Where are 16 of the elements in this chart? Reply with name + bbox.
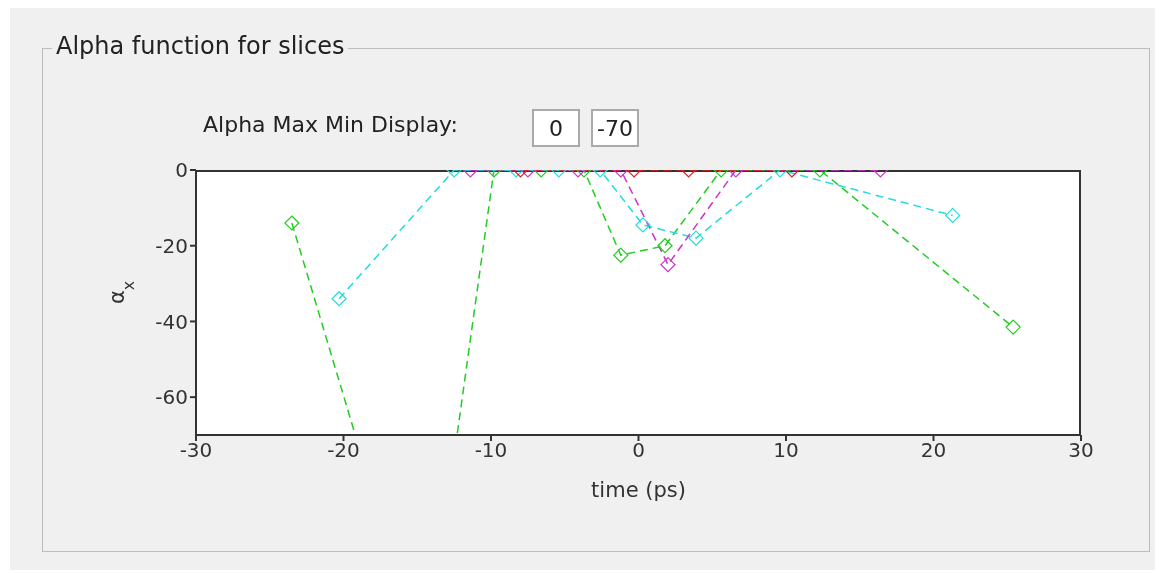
text-field: 0 xyxy=(532,109,580,147)
text: Alpha Max Min Display: xyxy=(203,112,458,137)
x-tick-label: -30 xyxy=(179,438,213,463)
y-tick-label: 0 xyxy=(175,158,188,183)
chart-title: Alpha function for slices xyxy=(52,32,349,60)
y-tick-label: -60 xyxy=(155,385,188,410)
y-tick-label: -20 xyxy=(155,233,188,258)
x-tick-label: 10 xyxy=(773,438,799,463)
y-tick-label: -40 xyxy=(155,309,188,334)
text-field: -70 xyxy=(591,109,639,147)
x-tick-label: 20 xyxy=(920,438,947,463)
x-tick-label: 30 xyxy=(1068,438,1094,463)
x-tick-label: 0 xyxy=(632,438,645,463)
x-axis-title: time (ps) xyxy=(591,478,686,502)
x-tick-label: -20 xyxy=(327,438,360,463)
x-tick-label: -10 xyxy=(474,438,508,463)
